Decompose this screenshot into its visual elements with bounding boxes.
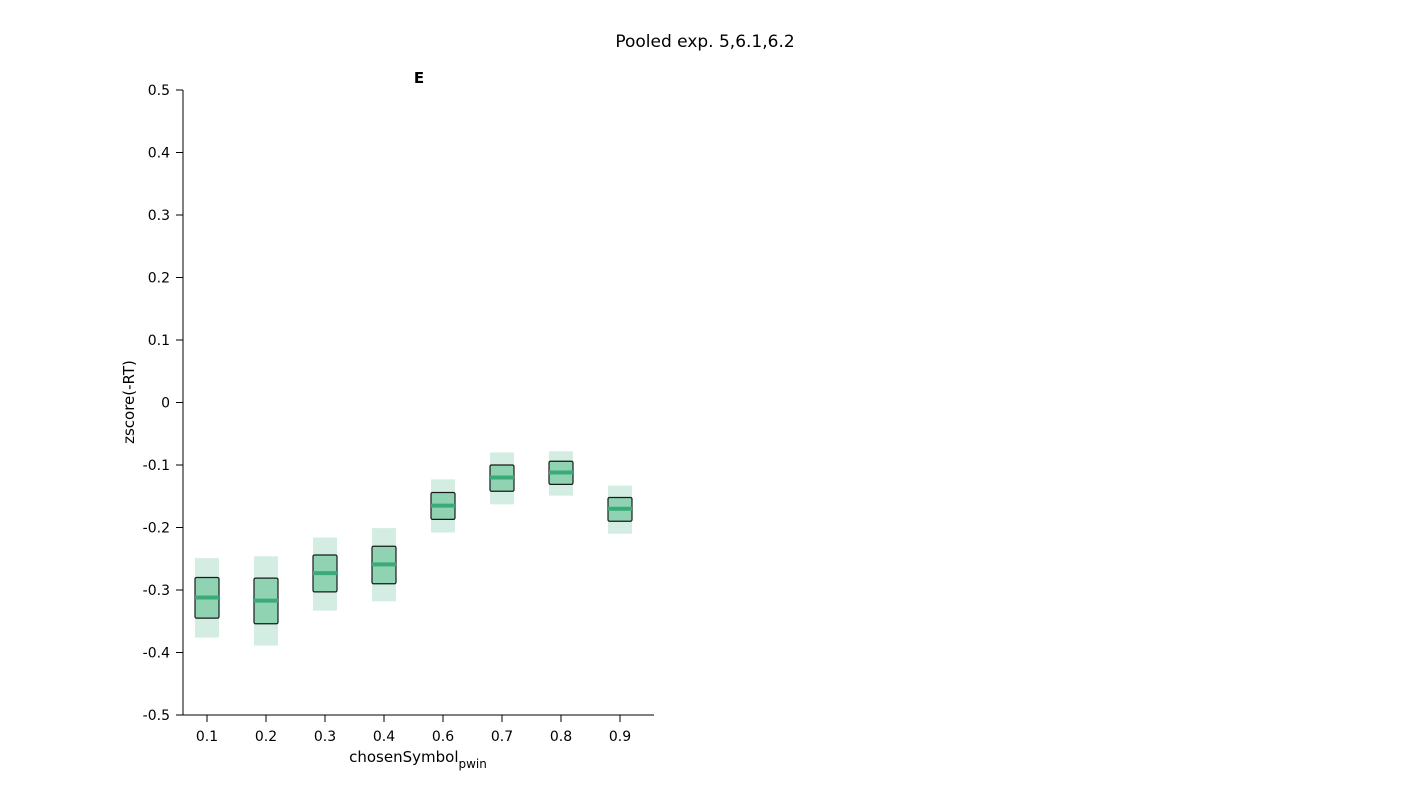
y-axis-ticks: -0.5 -0.4 -0.3 -0.2 -0.1 0 0.1 0.2 0.3 0.4 0.5 bbox=[143, 83, 183, 724]
y-tick-label: 0.3 bbox=[148, 208, 170, 224]
x-tick-label: 0.8 bbox=[550, 729, 572, 745]
x-tick-label: 0.4 bbox=[373, 729, 395, 745]
x-axis-label: chosenSymbolpwin bbox=[349, 748, 487, 771]
y-tick-label: 0.1 bbox=[148, 333, 170, 349]
y-tick-label: -0.2 bbox=[143, 521, 170, 537]
y-tick-label: 0.2 bbox=[148, 271, 170, 287]
x-tick-label: 0.1 bbox=[196, 729, 218, 745]
y-tick-label: 0.5 bbox=[148, 83, 170, 99]
x-tick-label: 0.6 bbox=[432, 729, 454, 745]
x-tick-label: 0.3 bbox=[314, 729, 336, 745]
x-axis-ticks: 0.1 0.2 0.3 0.4 0.6 0.7 0.8 0.9 bbox=[196, 715, 631, 745]
y-tick-label: 0 bbox=[161, 396, 170, 412]
figure-suptitle: Pooled exp. 5,6.1,6.2 bbox=[615, 32, 794, 52]
x-tick-label: 0.2 bbox=[255, 729, 277, 745]
x-axis-label-subscript: pwin bbox=[458, 757, 486, 771]
y-tick-label: -0.1 bbox=[143, 458, 170, 474]
panel-title: E bbox=[414, 69, 424, 87]
y-tick-label: -0.3 bbox=[143, 583, 170, 599]
x-tick-label: 0.7 bbox=[491, 729, 513, 745]
mean-lines bbox=[195, 470, 632, 603]
y-axis-label: zscore(-RT) bbox=[120, 360, 138, 444]
x-tick-label: 0.9 bbox=[609, 729, 631, 745]
x-axis-label-main: chosenSymbol bbox=[349, 748, 458, 766]
y-tick-label: -0.4 bbox=[143, 646, 170, 662]
plot-area bbox=[194, 451, 633, 646]
y-tick-label: -0.5 bbox=[143, 708, 170, 724]
y-tick-label: 0.4 bbox=[148, 146, 170, 162]
